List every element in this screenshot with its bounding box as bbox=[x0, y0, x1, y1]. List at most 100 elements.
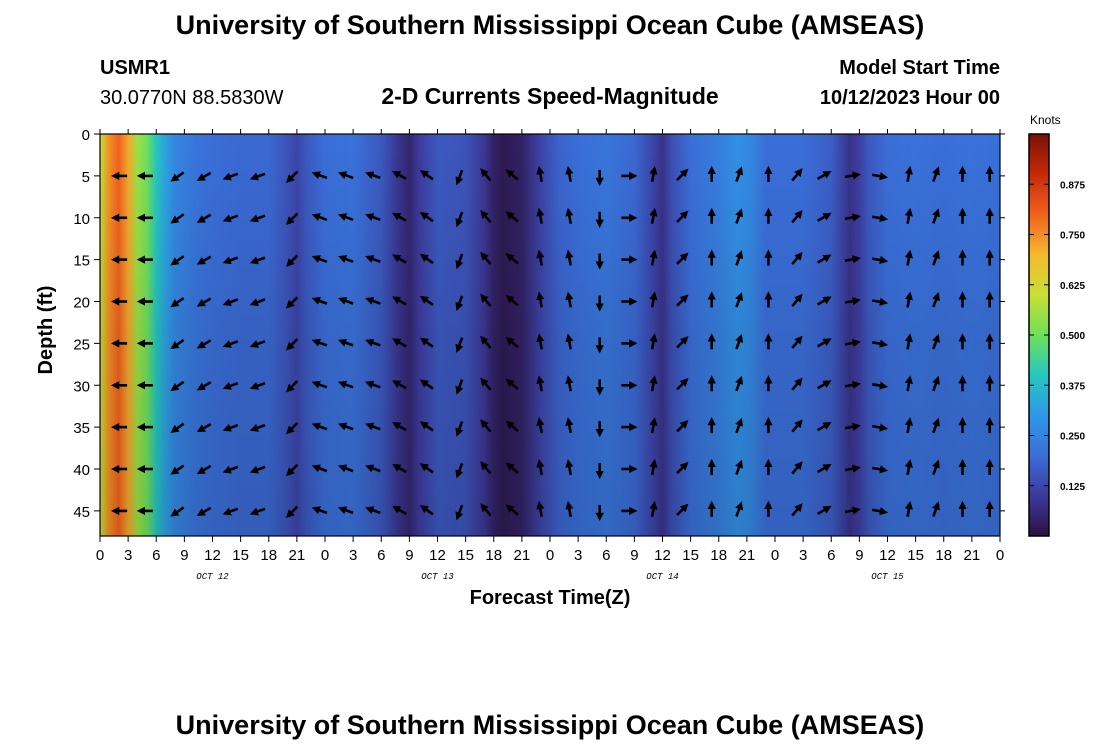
current-arrow bbox=[536, 165, 545, 183]
footer-title: University of Southern Mississippi Ocean… bbox=[175, 710, 925, 740]
x-tick-label: 12 bbox=[654, 547, 671, 564]
current-arrow bbox=[904, 291, 914, 308]
current-arrow bbox=[455, 504, 464, 521]
current-arrow bbox=[311, 464, 328, 473]
current-arrow bbox=[196, 506, 212, 516]
current-arrow bbox=[932, 459, 940, 476]
x-tick-label: 15 bbox=[232, 547, 249, 564]
current-arrow bbox=[222, 507, 239, 516]
current-arrow bbox=[904, 249, 914, 266]
y-tick-label: 20 bbox=[73, 295, 90, 312]
current-arrow bbox=[311, 296, 328, 305]
current-arrow bbox=[565, 333, 574, 350]
colorbar-tick-label: 0.250 bbox=[1060, 432, 1085, 443]
current-arrow bbox=[844, 338, 861, 348]
current-arrow bbox=[844, 213, 861, 222]
current-arrow bbox=[455, 169, 464, 186]
current-arrow bbox=[649, 333, 658, 350]
current-arrow bbox=[649, 291, 658, 308]
station-id: USMR1 bbox=[100, 57, 171, 79]
current-arrow bbox=[649, 375, 658, 392]
x-tick-label: 18 bbox=[935, 547, 952, 564]
colorbar-tick-label: 0.375 bbox=[1060, 381, 1085, 392]
current-arrow bbox=[791, 377, 803, 391]
current-arrow bbox=[196, 464, 212, 475]
current-arrow bbox=[505, 420, 519, 432]
current-arrow bbox=[365, 464, 381, 473]
current-arrow bbox=[285, 463, 299, 477]
current-arrow bbox=[844, 506, 861, 515]
current-arrow bbox=[170, 464, 185, 475]
current-arrow bbox=[816, 463, 832, 474]
current-arrow bbox=[419, 379, 434, 390]
x-axis-label: Forecast Time(Z) bbox=[470, 587, 631, 609]
day-label: OCT 13 bbox=[421, 572, 454, 582]
current-arrow bbox=[871, 172, 889, 181]
current-arrow bbox=[565, 165, 574, 183]
current-arrow bbox=[249, 465, 266, 474]
current-arrow bbox=[365, 213, 381, 222]
current-arrow bbox=[536, 417, 545, 434]
current-arrow bbox=[791, 251, 803, 266]
current-arrow bbox=[649, 249, 658, 266]
day-label: OCT 15 bbox=[871, 572, 904, 582]
current-arrow bbox=[365, 171, 381, 180]
current-arrow bbox=[816, 170, 832, 181]
chart-title: University of Southern Mississippi Ocean… bbox=[175, 10, 925, 40]
current-arrow bbox=[337, 255, 354, 263]
day-label: OCT 14 bbox=[646, 572, 678, 582]
current-arrow bbox=[285, 212, 299, 225]
heatmap-depth-shade bbox=[100, 134, 1000, 536]
current-arrow bbox=[311, 338, 328, 347]
x-tick-label: 9 bbox=[405, 547, 413, 564]
current-arrow bbox=[392, 463, 407, 474]
current-arrow bbox=[676, 336, 689, 349]
current-arrow bbox=[480, 461, 492, 475]
current-arrow bbox=[222, 298, 239, 307]
x-tick-label: 3 bbox=[349, 547, 357, 564]
current-arrow bbox=[791, 168, 803, 182]
current-arrow bbox=[676, 210, 689, 223]
current-arrow bbox=[505, 253, 519, 265]
y-tick-label: 35 bbox=[73, 420, 90, 437]
current-arrow bbox=[735, 166, 743, 182]
y-tick-label: 0 bbox=[82, 127, 90, 144]
current-arrow bbox=[536, 207, 545, 224]
y-tick-label: 45 bbox=[73, 504, 90, 521]
current-arrow bbox=[285, 338, 299, 351]
x-tick-label: 15 bbox=[457, 547, 474, 564]
x-tick-label: 21 bbox=[964, 547, 981, 564]
x-tick-label: 21 bbox=[739, 547, 756, 564]
current-arrow bbox=[536, 459, 545, 476]
current-arrow bbox=[311, 255, 328, 263]
current-arrow bbox=[844, 255, 861, 264]
current-arrow bbox=[816, 254, 832, 264]
current-arrow bbox=[337, 338, 354, 347]
colorbar-ticks: 0.875 0.750 0.625 0.500 0.375 0.250 0.125 bbox=[1029, 180, 1085, 493]
x-tick-label: 0 bbox=[771, 547, 779, 564]
current-arrow bbox=[285, 254, 299, 267]
current-arrow bbox=[649, 165, 658, 183]
current-arrow bbox=[285, 421, 299, 435]
current-arrow bbox=[735, 333, 743, 350]
current-arrow bbox=[904, 165, 914, 183]
current-arrow bbox=[337, 213, 354, 222]
current-arrow bbox=[932, 417, 940, 434]
current-arrow bbox=[816, 338, 832, 348]
x-tick-label: 0 bbox=[546, 547, 554, 564]
current-arrow bbox=[196, 422, 212, 433]
current-arrow bbox=[337, 380, 354, 389]
current-arrow bbox=[735, 375, 743, 392]
current-arrow bbox=[311, 171, 328, 180]
current-arrow bbox=[904, 207, 914, 224]
current-arrow bbox=[536, 333, 545, 350]
current-arrow bbox=[222, 465, 239, 474]
y-tick-label: 5 bbox=[82, 169, 90, 186]
colorbar-tick-label: 0.500 bbox=[1060, 331, 1085, 342]
current-arrow bbox=[419, 337, 434, 348]
current-arrow bbox=[392, 212, 407, 222]
current-arrow bbox=[480, 168, 492, 182]
current-arrow bbox=[392, 170, 407, 181]
current-arrow bbox=[676, 294, 689, 307]
current-arrow bbox=[480, 293, 492, 307]
